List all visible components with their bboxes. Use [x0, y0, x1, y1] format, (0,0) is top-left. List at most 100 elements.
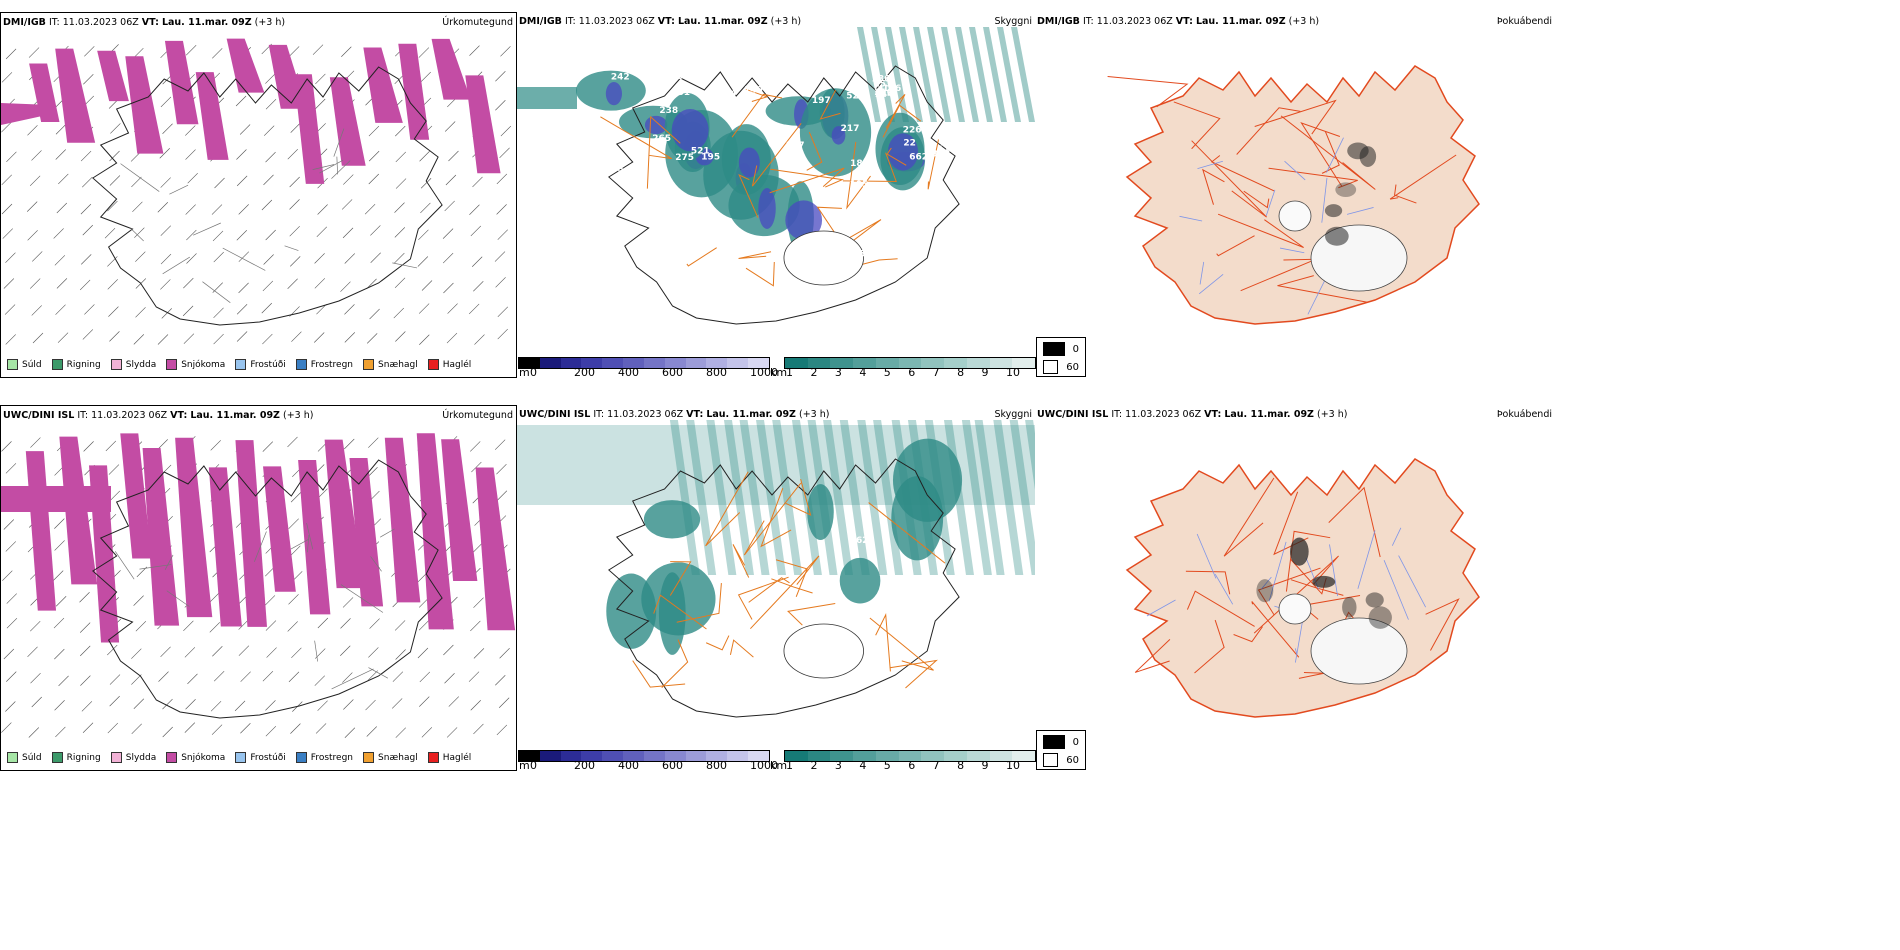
wind-barb	[3, 648, 15, 660]
snow-band	[398, 43, 430, 140]
wind-barb	[28, 727, 40, 738]
legend-swatch	[110, 359, 122, 370]
wind-barb	[240, 723, 251, 734]
colorbar-step	[581, 358, 603, 368]
wind-barb	[185, 699, 196, 710]
wind-barb	[212, 282, 223, 293]
visibility-title: Skyggni	[994, 16, 1032, 27]
colorbar-tick-label: 3	[834, 759, 842, 772]
legend-label: Haglél	[442, 359, 472, 370]
road-line	[869, 617, 934, 671]
road-line	[1185, 570, 1231, 595]
road-line	[600, 116, 673, 160]
legend-label: Snæhagl	[378, 752, 418, 763]
colorbar-step	[785, 751, 808, 761]
wind-barb	[1, 203, 13, 215]
ceiling-label: 422	[823, 627, 842, 637]
colorbar-tick-label: 10	[1006, 366, 1020, 379]
road-line	[114, 551, 135, 580]
wind-barb	[54, 648, 65, 660]
fog-patch	[1312, 575, 1336, 588]
fog-panel-bottom: UWC/DINI ISL IT: 11.03.2023 06Z VT: Lau.…	[1035, 405, 1555, 771]
ceiling-label: 343	[931, 149, 950, 159]
legend-swatch	[295, 359, 307, 370]
wind-barb	[81, 254, 92, 265]
fog-patch	[1289, 537, 1309, 566]
wind-barb	[105, 440, 117, 452]
wind-barb	[446, 727, 458, 738]
road-line	[1243, 190, 1270, 209]
wind-barb	[82, 329, 94, 340]
wind-barb	[289, 199, 300, 210]
fog-legend-label: 0	[1072, 736, 1079, 748]
wind-barb	[290, 256, 301, 267]
wind-barb	[365, 699, 376, 711]
road-line	[875, 613, 891, 672]
legend-swatch	[235, 359, 247, 370]
low-visibility-band	[823, 420, 854, 575]
wind-barb	[236, 175, 248, 187]
wind-barb	[160, 96, 172, 108]
wind-barb	[317, 700, 328, 711]
wind-barb	[32, 332, 44, 344]
wind-barb	[263, 125, 275, 136]
wind-barb	[54, 518, 65, 529]
wind-barb	[187, 673, 198, 685]
wind-barb	[495, 71, 506, 82]
ceiling-label: 275	[675, 153, 694, 163]
road-line	[1254, 99, 1337, 135]
wind-barb	[236, 304, 248, 315]
wind-barb	[54, 540, 65, 551]
wind-barb	[6, 671, 17, 682]
wind-barb	[209, 622, 220, 633]
fog-legend-swatch	[1043, 342, 1065, 356]
colorbar-tick-label: 6	[908, 759, 916, 772]
wind-barb	[262, 333, 273, 345]
road-line	[314, 640, 318, 662]
wind-barb	[31, 150, 42, 161]
fog-map	[1107, 65, 1480, 325]
ceiling-label: 134	[848, 210, 867, 220]
colorbar-step	[748, 358, 769, 368]
colorbar-step	[1012, 751, 1036, 761]
wind-barb	[344, 727, 356, 738]
colorbar-tick-label: 400	[618, 759, 639, 772]
colorbar-step	[727, 358, 749, 368]
road-line	[729, 639, 754, 658]
wind-barb	[54, 255, 66, 266]
wind-barb	[135, 251, 146, 262]
wind-barb	[31, 696, 42, 708]
fog-legend-row: 60	[1043, 360, 1079, 374]
legend-item: Slydda	[110, 359, 156, 370]
low-visibility-band	[955, 27, 979, 122]
wind-barb	[473, 648, 485, 659]
low-cloud-ceiling-area	[785, 200, 823, 241]
wind-barb	[132, 201, 143, 212]
colorbar-step	[807, 751, 831, 761]
wind-barb	[418, 619, 430, 631]
ceiling-label: 433	[662, 207, 681, 217]
wind-barb	[394, 620, 406, 631]
wind-barb	[56, 278, 68, 289]
snow-band	[475, 467, 516, 631]
colorbar-step	[706, 751, 728, 761]
wind-barb	[369, 618, 380, 629]
wind-barb	[131, 648, 142, 659]
snow-band	[142, 447, 180, 626]
wind-barb	[58, 675, 69, 687]
legend-item: Frostregn	[295, 359, 353, 370]
wind-barb	[211, 204, 223, 215]
snow-band	[363, 47, 403, 123]
wind-barb	[394, 277, 406, 289]
colorbar-step	[830, 751, 854, 761]
fog-legend-label: 60	[1066, 754, 1079, 766]
colorbar-step	[966, 358, 990, 368]
river-line	[1346, 207, 1374, 215]
panel-title: UWC/DINI ISL IT: 11.03.2023 06Z VT: Lau.…	[1037, 409, 1348, 420]
wind-barb	[5, 48, 17, 60]
wind-barb	[1, 722, 12, 733]
wind-barb	[368, 173, 379, 185]
fog-legend-row: 60	[1043, 753, 1079, 767]
road-line	[1425, 598, 1460, 651]
wind-barb	[496, 464, 507, 475]
